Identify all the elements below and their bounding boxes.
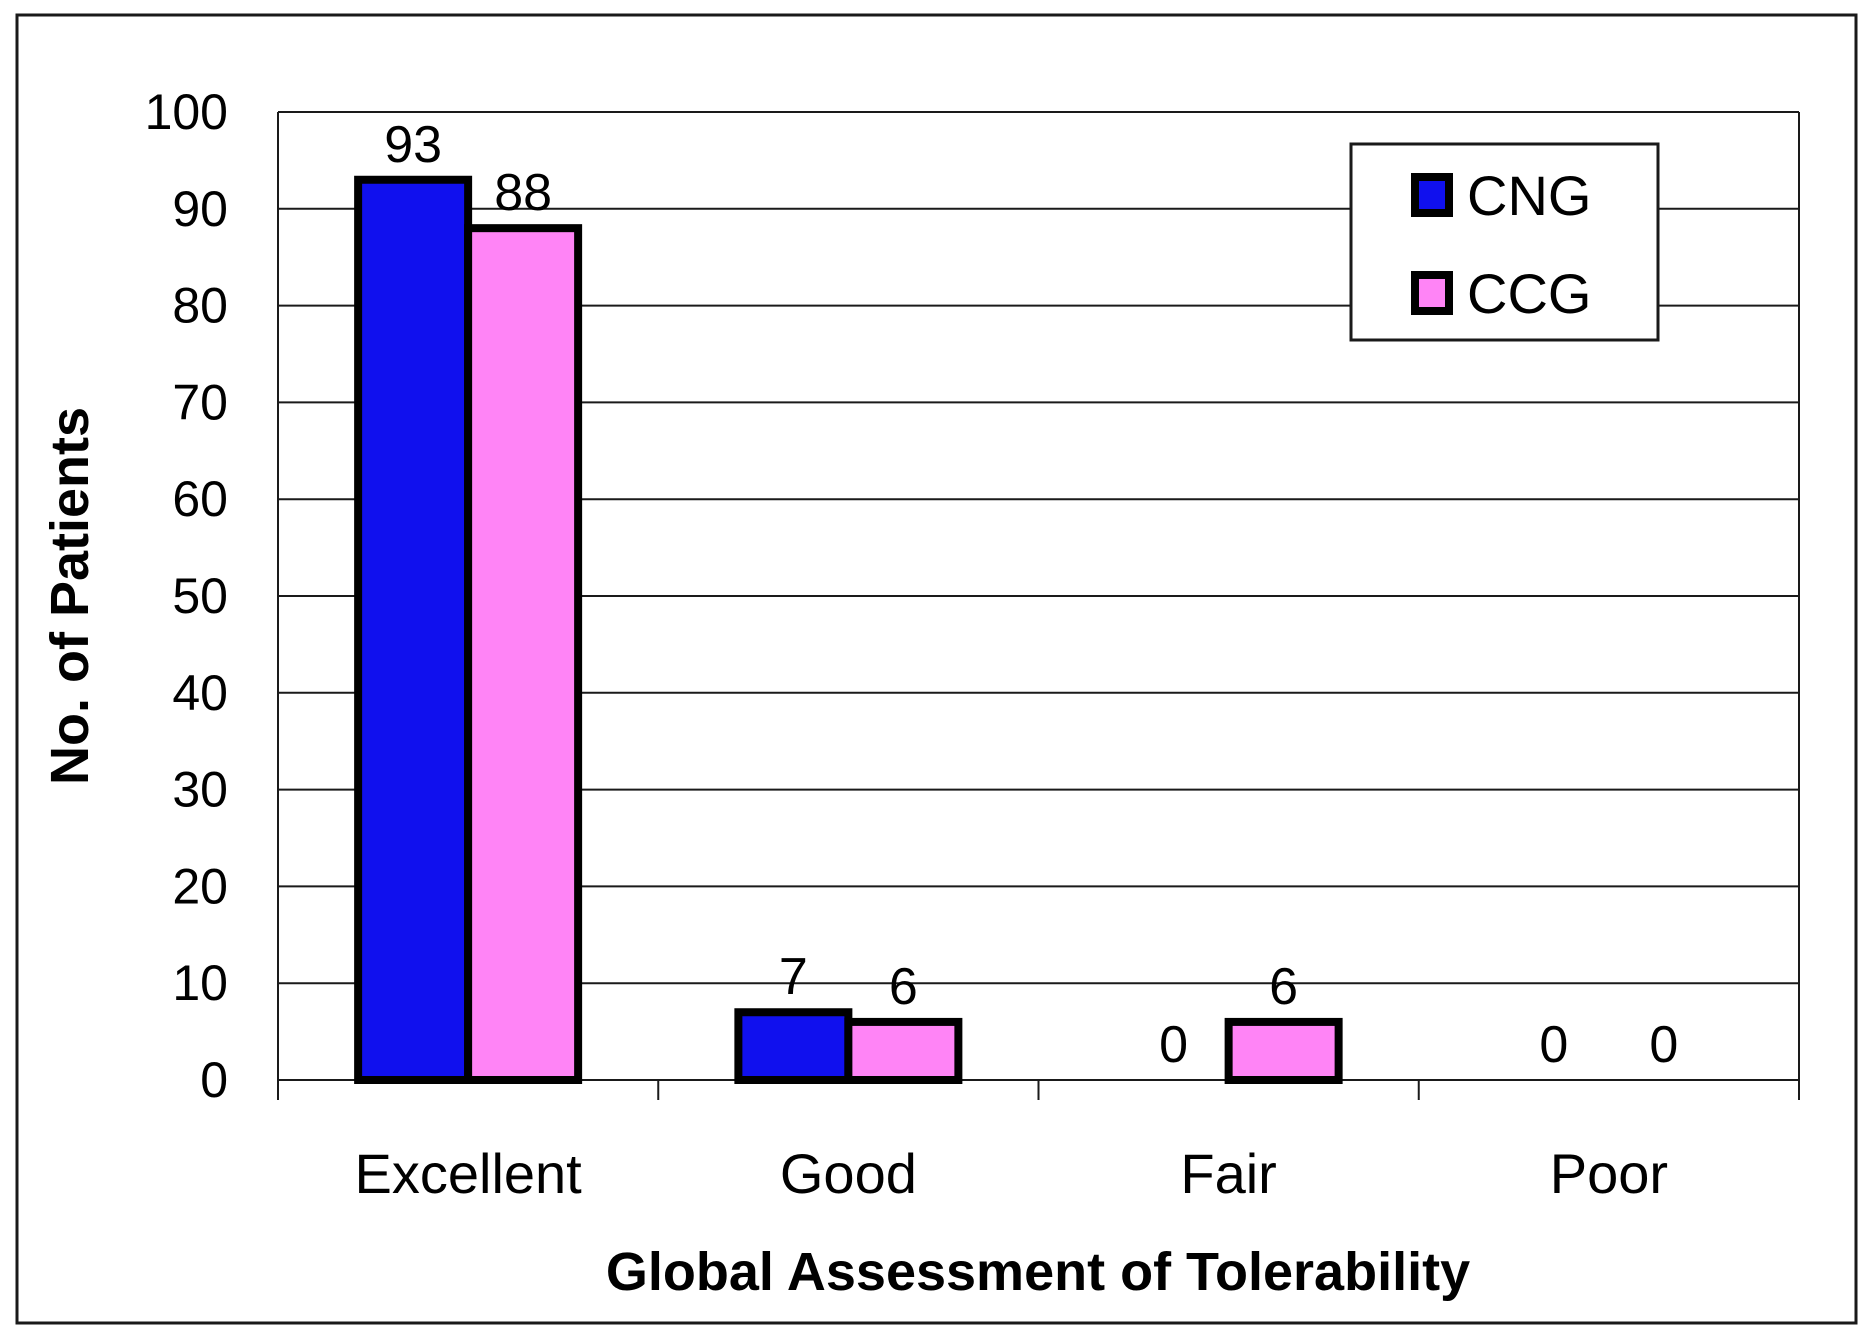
y-axis-title: No. of Patients <box>40 407 100 785</box>
data-label-cng-fair: 0 <box>1159 1016 1188 1074</box>
bar-ccg-good <box>844 1017 963 1084</box>
y-tick-label: 40 <box>172 665 228 721</box>
y-tick-label: 90 <box>172 181 228 237</box>
data-label-cng-excellent: 93 <box>384 116 442 174</box>
y-tick-labels: 0 10 20 30 40 50 60 70 80 90 100 <box>145 84 228 1108</box>
y-tick-label: 70 <box>172 374 228 430</box>
data-label-ccg-fair: 6 <box>1269 958 1298 1016</box>
y-tick-label: 60 <box>172 471 228 527</box>
data-label-ccg-excellent: 88 <box>494 164 552 222</box>
x-tick-label-fair: Fair <box>1180 1142 1276 1205</box>
bar-ccg-fair <box>1224 1017 1343 1084</box>
x-tick-label-excellent: Excellent <box>355 1142 583 1205</box>
x-tick-label-good: Good <box>780 1142 917 1205</box>
legend-label-ccg: CCG <box>1467 262 1591 325</box>
legend-swatch-cng <box>1411 173 1453 217</box>
data-label-cng-good: 7 <box>779 948 808 1006</box>
legend-label-cng: CNG <box>1467 164 1591 227</box>
y-tick-label: 30 <box>172 762 228 818</box>
legend-box <box>1349 142 1660 342</box>
bar-cng-good <box>734 1008 853 1084</box>
y-tick-label: 80 <box>172 278 228 334</box>
x-tick-label-poor: Poor <box>1550 1142 1668 1205</box>
y-tick-label: 50 <box>172 568 228 624</box>
legend-swatch-ccg <box>1411 271 1453 315</box>
x-axis-title: Global Assessment of Tolerability <box>606 1242 1470 1302</box>
data-labels: 93 88 7 6 0 6 0 0 <box>384 116 1678 1074</box>
bars <box>354 175 1343 1085</box>
bar-cng-excellent <box>354 175 473 1084</box>
data-label-ccg-poor: 0 <box>1649 1016 1678 1074</box>
x-tick-labels: Excellent Good Fair Poor <box>355 1142 1669 1205</box>
legend: CNG CCG <box>1349 142 1660 342</box>
data-label-ccg-good: 6 <box>889 958 918 1016</box>
y-tick-label: 0 <box>200 1052 228 1108</box>
bar-ccg-excellent <box>464 224 583 1085</box>
data-label-cng-poor: 0 <box>1539 1016 1568 1074</box>
y-tick-label: 100 <box>145 84 228 140</box>
y-tick-label: 20 <box>172 858 228 914</box>
y-tick-label: 10 <box>172 955 228 1011</box>
